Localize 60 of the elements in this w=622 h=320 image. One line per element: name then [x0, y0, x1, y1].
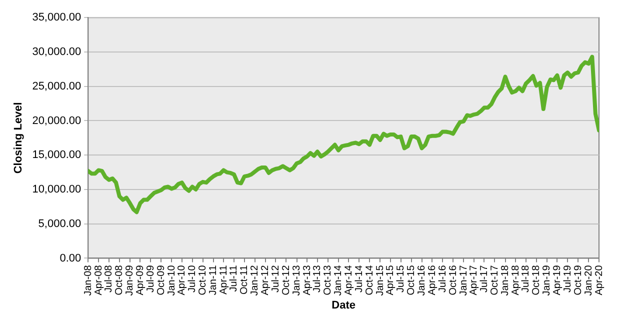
x-tick-label: Apr-16 — [426, 264, 438, 296]
x-tick-label: Apr-20 — [594, 264, 605, 296]
x-tick-label: Jan-12 — [250, 264, 261, 296]
x-tick-label: Jul-19 — [562, 264, 574, 292]
x-axis-title: Date — [332, 299, 356, 312]
y-tick-label: 30,000.00 — [32, 46, 82, 58]
y-tick-label: 20,000.00 — [32, 114, 82, 127]
y-tick-label: 0.00 — [60, 252, 82, 264]
x-tick-label: Jul-15 — [396, 264, 407, 292]
x-tick-label: Oct-12 — [280, 264, 292, 296]
x-tick-label: Jan-13 — [292, 264, 302, 296]
x-tick-label: Jul-16 — [437, 264, 448, 292]
x-tick-label: Oct-15 — [406, 264, 418, 296]
x-tick-label: Apr-15 — [385, 264, 396, 296]
x-tick-label: Jul-09 — [145, 264, 156, 292]
x-tick-label: Oct-11 — [239, 264, 250, 295]
x-tick-label: Oct-09 — [156, 264, 167, 296]
x-tick-label: Oct-18 — [531, 264, 542, 296]
x-tick-label: Oct-14 — [364, 264, 376, 296]
x-tick-label: Oct-16 — [448, 264, 459, 296]
x-tick-label: Apr-10 — [176, 264, 188, 296]
x-tick-label: Jul-13 — [312, 264, 324, 292]
x-tick-label: Jul-10 — [187, 264, 198, 292]
x-tick-label: Jan-09 — [124, 264, 136, 296]
x-tick-label: Jul-17 — [478, 264, 490, 292]
x-tick-label: Apr-18 — [510, 264, 522, 296]
y-axis-title: Closing Level — [12, 102, 25, 174]
x-tick-label: Jul-11 — [228, 264, 240, 292]
x-tick-label: Apr-17 — [468, 264, 480, 296]
x-tick-label: Jul-18 — [520, 264, 532, 292]
x-tick-label: Jan-19 — [542, 264, 553, 296]
x-tick-label: Oct-19 — [572, 264, 584, 296]
x-tick-label: Apr-08 — [93, 264, 104, 296]
x-tick-label: Oct-13 — [322, 264, 334, 296]
x-tick-label: Jul-08 — [104, 264, 115, 292]
x-tick-label: Jan-20 — [583, 264, 594, 296]
y-tick-label: 5,000.00 — [38, 218, 82, 230]
x-tick-label: Apr-09 — [134, 264, 146, 296]
x-tick-label: Apr-12 — [260, 264, 272, 296]
x-tick-label: Oct-08 — [114, 264, 126, 296]
x-tick-label: Apr-13 — [302, 264, 313, 296]
x-tick-label: Apr-14 — [343, 264, 354, 296]
x-tick-label: Jan-10 — [166, 264, 178, 296]
x-tick-label: Oct-10 — [198, 264, 209, 296]
x-tick-label: Jul-14 — [354, 264, 365, 292]
x-tick-label: Jan-18 — [500, 264, 512, 296]
y-tick-label: 35,000.00 — [32, 12, 82, 24]
x-tick-label: Jan-14 — [333, 264, 344, 296]
x-tick-label: Jan-15 — [374, 264, 386, 296]
x-tick-label: Jan-17 — [458, 264, 470, 296]
x-tick-label: Jan-11 — [208, 264, 220, 296]
x-tick-label: Jan-16 — [416, 264, 428, 296]
y-tick-label: 25,000.00 — [32, 80, 82, 92]
y-tick-label: 10,000.00 — [32, 184, 82, 196]
x-tick-label: Apr-11 — [218, 264, 230, 295]
x-tick-label: Oct-17 — [490, 264, 500, 296]
x-tick-label: Apr-19 — [552, 264, 563, 296]
x-tick-label: Jan-08 — [82, 264, 94, 296]
x-tick-label: Jul-12 — [270, 264, 282, 292]
y-tick-label: 15,000.00 — [32, 149, 82, 162]
